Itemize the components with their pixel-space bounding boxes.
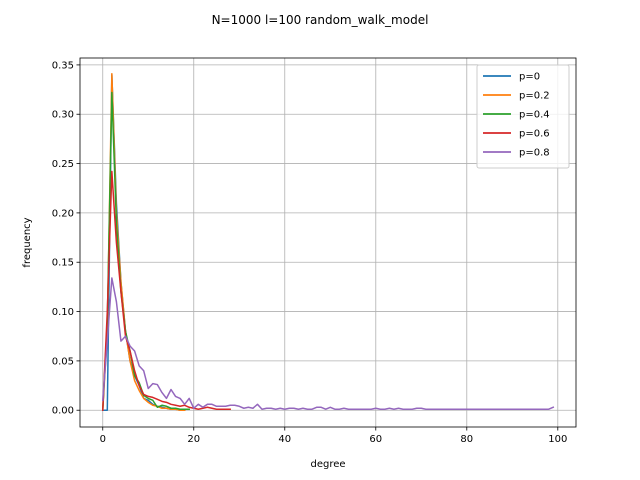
y-axis-label: frequency xyxy=(22,217,33,267)
legend-entry: p=0.6 xyxy=(519,129,550,140)
x-tick-label: 40 xyxy=(278,434,291,445)
y-tick-label: 0.05 xyxy=(52,356,74,367)
legend: p=0 p=0.2 p=0.4 p=0.6 p=0.8 xyxy=(476,64,570,169)
legend-box xyxy=(476,64,570,169)
x-tick-label: 80 xyxy=(460,434,473,445)
series-line-p-0-8 xyxy=(101,277,555,410)
legend-entry: p=0.8 xyxy=(519,148,550,159)
series-line-p-0-2 xyxy=(101,73,186,412)
y-tick-label: 0.10 xyxy=(52,307,74,318)
axis-ticks: 0 20 40 60 80 100 0.00 0.05 0.10 0.15 0.20 0.25 0.30… xyxy=(52,60,568,445)
series-line-p-0-4 xyxy=(101,91,190,412)
y-tick-label: 0.00 xyxy=(52,406,74,417)
x-axis-label: degree xyxy=(310,459,345,470)
y-tick-label: 0.25 xyxy=(52,159,74,170)
series-line-p-0 xyxy=(102,74,186,411)
x-tick-label: 0 xyxy=(100,434,106,445)
chart-title: N=1000 l=100 random_walk_model xyxy=(212,13,429,27)
x-tick-label: 20 xyxy=(187,434,200,445)
plot-area xyxy=(101,73,555,412)
y-tick-label: 0.35 xyxy=(52,60,74,71)
legend-entry: p=0.2 xyxy=(519,91,550,102)
x-tick-label: 100 xyxy=(548,434,567,445)
legend-entry: p=0.4 xyxy=(519,110,550,121)
series-line-p-0-6 xyxy=(101,170,231,412)
x-tick-label: 60 xyxy=(369,434,382,445)
legend-entry: p=0 xyxy=(519,72,540,83)
y-tick-label: 0.20 xyxy=(52,208,74,219)
y-tick-label: 0.30 xyxy=(52,110,74,121)
y-tick-label: 0.15 xyxy=(52,258,74,269)
axes-frame xyxy=(79,57,577,428)
